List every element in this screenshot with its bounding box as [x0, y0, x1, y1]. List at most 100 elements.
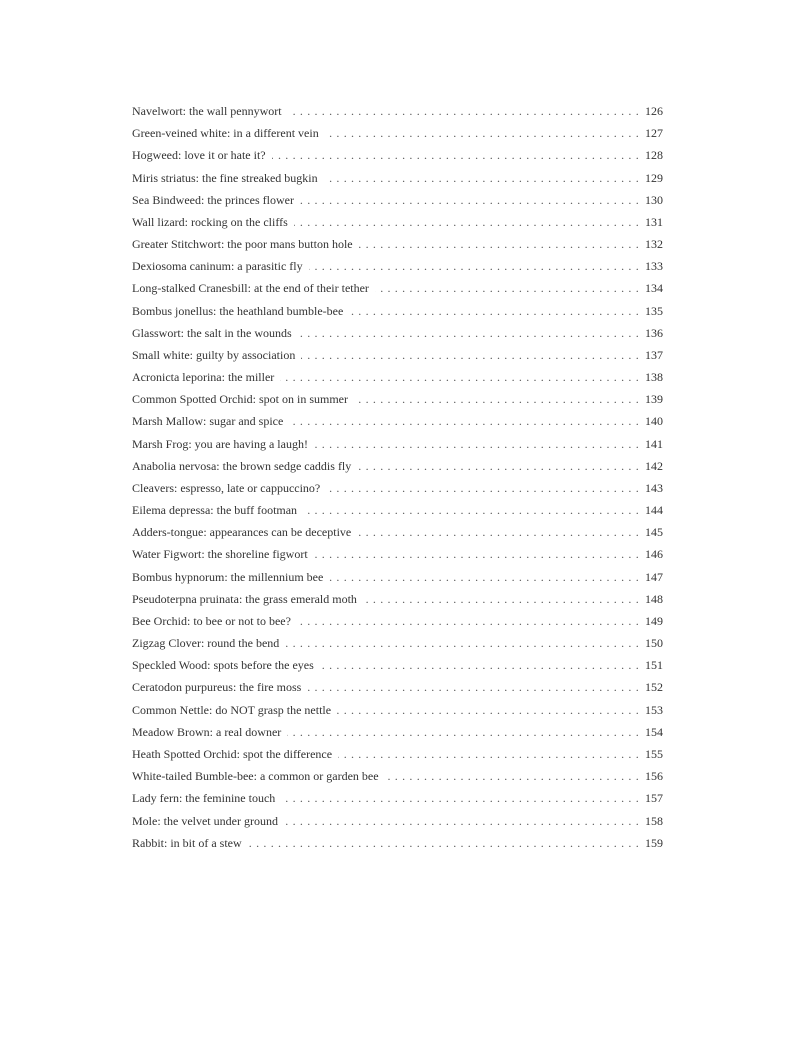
toc-entry[interactable]: Lady fern: the feminine touch...........…: [132, 787, 663, 809]
toc-entry-title: Water Figwort: the shoreline figwort: [132, 547, 308, 562]
dot-leader: ........................................…: [287, 724, 643, 739]
toc-entry-title: Zigzag Clover: round the bend: [132, 636, 280, 651]
toc-entry-title: Dexiosoma caninum: a parasitic fly: [132, 259, 303, 274]
toc-entry[interactable]: Bee Orchid: to bee or not to bee?.......…: [132, 610, 663, 632]
toc-entry[interactable]: Cleavers: espresso, late or cappuccino?.…: [132, 477, 663, 499]
toc-entry-page: 130: [645, 192, 663, 207]
toc-entry[interactable]: Heath Spotted Orchid: spot the differenc…: [132, 743, 663, 765]
toc-entry-title: Speckled Wood: spots before the eyes: [132, 658, 314, 673]
toc-entry[interactable]: Marsh Mallow: sugar and spice...........…: [132, 410, 663, 432]
dot-leader: ........................................…: [307, 680, 643, 695]
toc-entry-title: Eilema depressa: the buff footman: [132, 503, 298, 518]
toc-entry-page: 155: [645, 746, 663, 761]
dot-leader: ........................................…: [357, 458, 643, 473]
toc-entry[interactable]: Small white: guilty by association......…: [132, 344, 663, 366]
dot-leader: ........................................…: [313, 436, 643, 451]
toc-entry-page: 140: [645, 414, 663, 429]
toc-entry-page: 143: [645, 480, 663, 495]
toc-entry[interactable]: Sea Bindweed: the princes flower........…: [132, 189, 663, 211]
toc-entry-page: 129: [645, 170, 663, 185]
toc-entry-page: 132: [645, 237, 663, 252]
dot-leader: ........................................…: [289, 414, 643, 429]
dot-leader: ........................................…: [287, 104, 643, 118]
toc-entry[interactable]: Miris striatus: the fine streaked bugkin…: [132, 167, 663, 189]
toc-entry[interactable]: Speckled Wood: spots before the eyes....…: [132, 654, 663, 676]
toc-entry[interactable]: Mole: the velvet under ground...........…: [132, 810, 663, 832]
toc-entry[interactable]: Ceratodon purpureus: the fire moss......…: [132, 676, 663, 698]
toc-entry-page: 153: [645, 702, 663, 717]
toc-entry-title: Glasswort: the salt in the wounds: [132, 325, 292, 340]
toc-entry-title: Meadow Brown: a real downer: [132, 724, 282, 739]
dot-leader: ........................................…: [285, 636, 643, 651]
dot-leader: ........................................…: [296, 613, 643, 628]
toc-entry-page: 133: [645, 259, 663, 274]
toc-entry-title: Ceratodon purpureus: the fire moss: [132, 680, 302, 695]
toc-entry-title: Mole: the velvet under ground: [132, 813, 278, 828]
toc-entry[interactable]: Adders-tongue: appearances can be decept…: [132, 521, 663, 543]
toc-entry-page: 159: [645, 835, 663, 850]
toc-entry[interactable]: Dexiosoma caninum: a parasitic fly......…: [132, 255, 663, 277]
toc-entry-page: 128: [645, 148, 663, 163]
toc-entry-title: Greater Stitchwort: the poor mans button…: [132, 237, 353, 252]
toc-entry-title: Navelwort: the wall pennywort: [132, 104, 282, 118]
toc-entry-page: 150: [645, 636, 663, 651]
toc-entry[interactable]: Glasswort: the salt in the wounds.......…: [132, 322, 663, 344]
toc-entry-page: 127: [645, 126, 663, 141]
toc-entry-page: 137: [645, 347, 663, 362]
toc-entry-page: 152: [645, 680, 663, 695]
toc-entry-page: 144: [645, 503, 663, 518]
toc-entry[interactable]: Acronicta leporina: the miller..........…: [132, 366, 663, 388]
toc-entry[interactable]: Green-veined white: in a different vein.…: [132, 122, 663, 144]
dot-leader: ........................................…: [385, 769, 643, 784]
table-of-contents: Navelwort: the wall pennywort...........…: [132, 100, 663, 854]
toc-entry-page: 149: [645, 613, 663, 628]
dot-leader: ........................................…: [329, 569, 643, 584]
toc-entry-title: Common Nettle: do NOT grasp the nettle: [132, 702, 332, 717]
dot-leader: ........................................…: [337, 702, 643, 717]
dot-leader: ........................................…: [303, 503, 643, 518]
dot-leader: ........................................…: [357, 525, 643, 540]
toc-entry-page: 142: [645, 458, 663, 473]
toc-entry[interactable]: Marsh Frog: you are having a laugh!.....…: [132, 433, 663, 455]
toc-entry[interactable]: Common Nettle: do NOT grasp the nettle..…: [132, 699, 663, 721]
toc-entry-title: Bombus jonellus: the heathland bumble-be…: [132, 303, 344, 318]
toc-entry-page: 147: [645, 569, 663, 584]
dot-leader: ........................................…: [293, 214, 643, 229]
toc-entry-title: Green-veined white: in a different vein: [132, 126, 319, 141]
toc-entry-title: Small white: guilty by association: [132, 347, 296, 362]
toc-entry-title: Marsh Mallow: sugar and spice: [132, 414, 284, 429]
dot-leader: ........................................…: [299, 192, 643, 207]
toc-entry[interactable]: Bombus hypnorum: the millennium bee.....…: [132, 566, 663, 588]
toc-entry[interactable]: Anabolia nervosa: the brown sedge caddis…: [132, 455, 663, 477]
toc-entry[interactable]: Rabbit: in bit of a stew................…: [132, 832, 663, 854]
dot-leader: ........................................…: [338, 746, 643, 761]
toc-entry-title: White-tailed Bumble-bee: a common or gar…: [132, 769, 379, 784]
dot-leader: ........................................…: [283, 813, 643, 828]
toc-entry-title: Lady fern: the feminine touch: [132, 791, 276, 806]
toc-entry[interactable]: Bombus jonellus: the heathland bumble-be…: [132, 300, 663, 322]
toc-entry-page: 154: [645, 724, 663, 739]
toc-entry[interactable]: Pseudoterpna pruinata: the grass emerald…: [132, 588, 663, 610]
toc-entry-title: Common Spotted Orchid: spot on in summer: [132, 392, 348, 407]
toc-entry-title: Bee Orchid: to bee or not to bee?: [132, 613, 291, 628]
toc-entry-page: 126: [645, 104, 663, 118]
toc-entry[interactable]: Long-stalked Cranesbill: at the end of t…: [132, 277, 663, 299]
dot-leader: ........................................…: [297, 325, 643, 340]
toc-entry[interactable]: Greater Stitchwort: the poor mans button…: [132, 233, 663, 255]
toc-entry-title: Sea Bindweed: the princes flower: [132, 192, 294, 207]
toc-entry[interactable]: Navelwort: the wall pennywort...........…: [132, 100, 663, 122]
toc-entry-title: Marsh Frog: you are having a laugh!: [132, 436, 308, 451]
toc-entry[interactable]: Common Spotted Orchid: spot on in summer…: [132, 388, 663, 410]
toc-entry-page: 141: [645, 436, 663, 451]
toc-entry[interactable]: Hogweed: love it or hate it?............…: [132, 144, 663, 166]
toc-entry[interactable]: Zigzag Clover: round the bend...........…: [132, 632, 663, 654]
toc-entry-title: Bombus hypnorum: the millennium bee: [132, 569, 324, 584]
dot-leader: ........................................…: [272, 148, 643, 163]
dot-leader: ........................................…: [248, 835, 643, 850]
toc-entry[interactable]: Wall lizard: rocking on the cliffs......…: [132, 211, 663, 233]
toc-entry[interactable]: Meadow Brown: a real downer.............…: [132, 721, 663, 743]
toc-entry[interactable]: White-tailed Bumble-bee: a common or gar…: [132, 765, 663, 787]
toc-entry-page: 146: [645, 547, 663, 562]
toc-entry[interactable]: Eilema depressa: the buff footman.......…: [132, 499, 663, 521]
toc-entry[interactable]: Water Figwort: the shoreline figwort....…: [132, 543, 663, 565]
